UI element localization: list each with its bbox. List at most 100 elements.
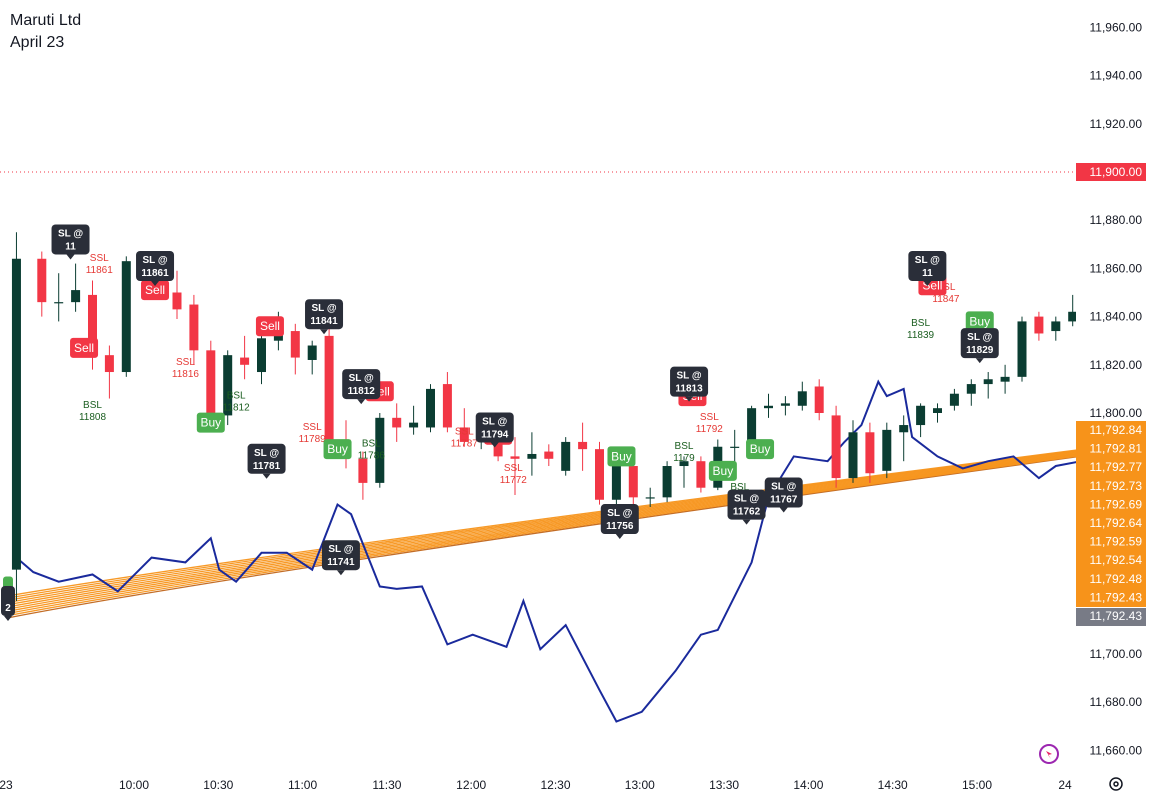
candle-body xyxy=(983,379,993,385)
bullish-candle[interactable] xyxy=(527,432,537,476)
bullish-candle[interactable] xyxy=(611,458,621,505)
candle-body xyxy=(324,335,334,440)
stop-loss-tag-value: 11841 xyxy=(310,316,338,327)
stop-loss-tag[interactable]: 2 xyxy=(1,585,15,621)
price-tick-label: 11,940.00 xyxy=(1090,69,1143,83)
bearish-candle[interactable] xyxy=(865,422,875,483)
bullish-candle[interactable] xyxy=(966,379,976,406)
stop-loss-tag[interactable]: SL @ 11812 xyxy=(342,369,381,405)
bullish-candle[interactable] xyxy=(916,403,926,438)
ribbon-price-tag: 11,792.77 xyxy=(1090,460,1143,474)
bullish-candle[interactable] xyxy=(1017,316,1027,382)
bearish-candle[interactable] xyxy=(544,444,554,467)
stop-loss-tag[interactable]: SL @ 11813 xyxy=(670,366,709,402)
stop-loss-tag[interactable]: SL @ 11794 xyxy=(475,412,514,448)
bearish-candle[interactable] xyxy=(240,335,250,380)
bearish-candle[interactable] xyxy=(172,270,182,320)
sell-signal-button[interactable]: Sell xyxy=(255,316,284,337)
bullish-candle[interactable] xyxy=(1068,294,1078,327)
sell-signal-text: Sell xyxy=(74,341,94,355)
sparkle-icon[interactable] xyxy=(1039,744,1059,764)
buy-signal-button[interactable]: Buy xyxy=(323,439,352,460)
bearish-candle[interactable] xyxy=(578,422,588,471)
bearish-candle[interactable] xyxy=(358,451,368,500)
bearish-candle[interactable] xyxy=(442,372,452,433)
stop-loss-tag[interactable]: SL @ 11861 xyxy=(136,250,175,286)
bullish-candle[interactable] xyxy=(899,415,909,462)
bullish-candle[interactable] xyxy=(307,340,317,375)
bullish-candle[interactable] xyxy=(409,405,419,435)
bearish-candle[interactable] xyxy=(290,323,300,375)
bearish-candle[interactable] xyxy=(814,379,824,421)
bullish-candle[interactable] xyxy=(882,422,892,479)
price-tick-label: 11,860.00 xyxy=(1090,261,1143,275)
bullish-candle[interactable] xyxy=(11,232,21,601)
stop-loss-tag[interactable]: SL @ 11829 xyxy=(960,328,999,364)
price-axis[interactable]: 11,660.00 11,680.00 11,700.00 11,800.00 11,8… xyxy=(1076,0,1150,770)
bullish-candle[interactable] xyxy=(71,263,81,312)
bearish-candle[interactable] xyxy=(104,345,114,399)
bullish-candle[interactable] xyxy=(983,372,993,399)
sell-signal-button[interactable]: Sell xyxy=(70,337,99,358)
bullish-candle[interactable] xyxy=(121,256,131,377)
bearish-candle[interactable] xyxy=(459,408,469,447)
buy-signal-button[interactable]: Buy xyxy=(607,446,636,467)
bullish-candle[interactable] xyxy=(679,456,689,488)
ssl-label-title: SSL xyxy=(455,427,474,438)
bearish-candle[interactable] xyxy=(189,294,199,365)
bullish-candle[interactable] xyxy=(426,384,435,433)
candle-body xyxy=(578,441,588,450)
bullish-candle[interactable] xyxy=(848,420,858,483)
stop-loss-tag[interactable]: SL @ 11756 xyxy=(600,504,639,540)
bullish-candle[interactable] xyxy=(662,461,672,503)
bearish-candle[interactable] xyxy=(37,251,47,317)
bearish-candle[interactable] xyxy=(1034,311,1044,341)
bullish-candle[interactable] xyxy=(933,403,942,423)
bearish-candle[interactable] xyxy=(628,463,638,505)
bullish-candle[interactable] xyxy=(54,273,64,322)
buy-signal-button[interactable]: Buy xyxy=(965,311,994,332)
time-axis[interactable]: 23 10:00 10:30 11:00 11:30 12:00 12:30 13:00 13:… xyxy=(0,778,1072,792)
settings-icon[interactable] xyxy=(1109,777,1123,791)
buy-signal-bg xyxy=(708,460,737,481)
buy-signal-button[interactable]: Buy xyxy=(746,439,775,460)
candle-body xyxy=(121,261,131,373)
bearish-candle[interactable] xyxy=(696,456,706,493)
bearish-candle[interactable] xyxy=(510,437,520,495)
bearish-candle[interactable] xyxy=(831,405,841,488)
stop-loss-tag[interactable]: SL @ 11741 xyxy=(321,540,360,576)
candles[interactable] xyxy=(11,8,1150,601)
stop-loss-tag[interactable]: SL @ 11781 xyxy=(247,443,286,479)
ribbon-price-tag: 11,792.69 xyxy=(1090,497,1143,511)
bullish-candle[interactable] xyxy=(223,350,233,426)
sparkle-icon-ring xyxy=(1039,744,1059,764)
bearish-candle[interactable] xyxy=(392,403,402,442)
buy-signal-button[interactable]: Buy xyxy=(708,460,737,481)
bullish-candle[interactable] xyxy=(780,396,790,416)
stop-loss-tag[interactable]: SL @ 11841 xyxy=(305,299,344,335)
bullish-candle[interactable] xyxy=(645,487,655,507)
stop-loss-tag[interactable]: SL @ 11 xyxy=(908,250,947,286)
bearish-candle[interactable] xyxy=(595,441,604,505)
bullish-candle[interactable] xyxy=(730,429,740,462)
bullish-candle[interactable] xyxy=(949,388,959,411)
bearish-candle[interactable] xyxy=(206,340,216,426)
bullish-candle[interactable] xyxy=(764,393,773,418)
bullish-candle[interactable] xyxy=(561,437,571,476)
stop-loss-tag[interactable]: SL @ 11762 xyxy=(727,489,766,525)
buy-signal-button[interactable]: Buy xyxy=(196,412,225,433)
bullish-candle[interactable] xyxy=(1000,364,1010,394)
bullish-candle[interactable] xyxy=(797,381,807,411)
bearish-candle[interactable] xyxy=(324,326,334,450)
ema-ribbon-line xyxy=(7,444,1150,612)
stop-loss-tag[interactable]: SL @ 11767 xyxy=(764,477,803,513)
sell-signal-button[interactable]: Sell xyxy=(141,280,170,301)
bullish-candle[interactable] xyxy=(1051,316,1061,341)
stop-loss-tag-pointer xyxy=(975,358,984,364)
vwap-line xyxy=(15,379,1150,723)
stop-loss-tag-pointer xyxy=(923,280,932,286)
stop-loss-tag[interactable]: SL @ 11 xyxy=(51,224,90,260)
bullish-candle[interactable] xyxy=(257,331,266,385)
bullish-candle[interactable] xyxy=(375,413,385,488)
